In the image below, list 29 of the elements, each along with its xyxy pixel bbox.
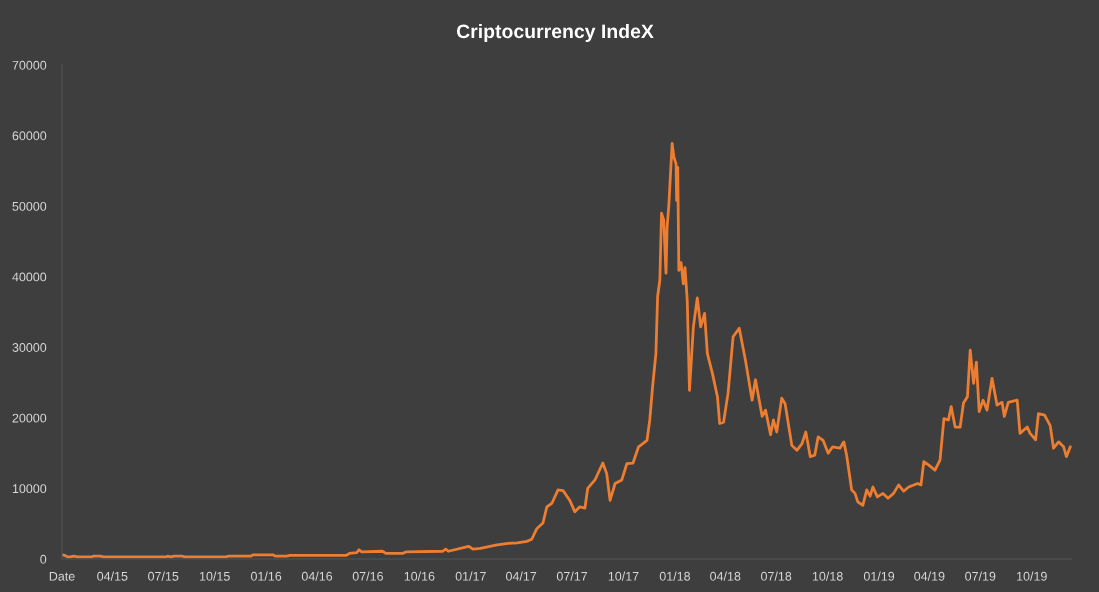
x-tick-label: 01/16 xyxy=(250,571,282,581)
chart-title: Criptocurrency IndeX xyxy=(456,23,654,43)
y-tick-label: 0 xyxy=(40,554,47,564)
y-tick-label: 30000 xyxy=(12,343,47,352)
y-tick-label: 70000 xyxy=(12,60,47,70)
x-tick-label: 04/15 xyxy=(97,571,128,581)
x-tick-label: 01/18 xyxy=(659,571,691,581)
x-tick-label: 04/17 xyxy=(505,571,537,581)
y-tick-label: 20000 xyxy=(12,413,47,423)
x-tick-label: 07/15 xyxy=(148,571,179,581)
x-tick-label: 10/18 xyxy=(812,571,843,581)
y-tick-label: 50000 xyxy=(12,201,47,211)
x-tick-label: 10/16 xyxy=(404,571,435,581)
x-tick-label: 01/19 xyxy=(863,571,895,581)
x-tick-label: 07/17 xyxy=(556,571,588,581)
x-tick-label: 04/19 xyxy=(914,571,945,581)
x-tick-label: 01/17 xyxy=(455,571,486,581)
x-tick-label: 07/18 xyxy=(761,571,792,581)
x-tick-label: 07/16 xyxy=(352,571,383,581)
y-tick-label: 10000 xyxy=(12,484,47,494)
x-tick-label: 10/17 xyxy=(608,571,639,581)
x-tick-label: 10/19 xyxy=(1017,571,1047,581)
x-tick-label: Date xyxy=(49,571,75,581)
x-tick-label: 04/18 xyxy=(710,571,741,581)
x-tick-label: 04/16 xyxy=(301,571,333,581)
y-tick-label: 40000 xyxy=(12,272,47,282)
y-tick-label: 60000 xyxy=(12,131,47,141)
x-tick-label: 07/19 xyxy=(965,571,996,581)
x-tick-label: 10/15 xyxy=(199,571,230,581)
